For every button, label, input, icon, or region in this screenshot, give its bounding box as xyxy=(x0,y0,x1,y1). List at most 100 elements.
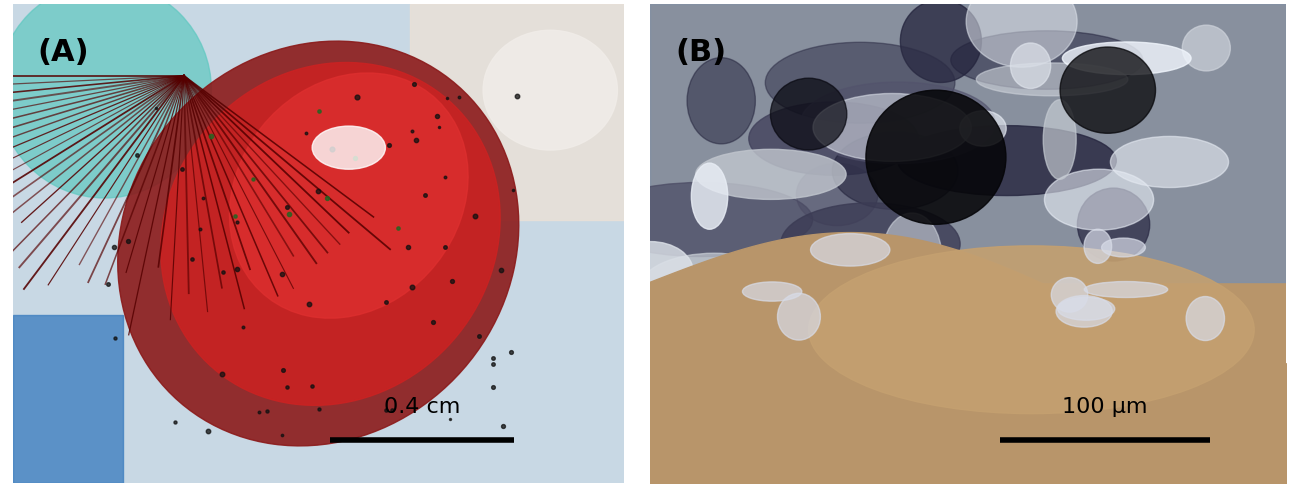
Point xyxy=(397,244,418,251)
Ellipse shape xyxy=(1044,170,1154,231)
Ellipse shape xyxy=(696,150,846,200)
Ellipse shape xyxy=(898,126,1116,196)
Ellipse shape xyxy=(778,294,821,341)
Point xyxy=(212,371,233,379)
Ellipse shape xyxy=(866,91,1005,225)
Point xyxy=(388,225,409,233)
Point xyxy=(492,423,513,430)
Point xyxy=(127,152,148,160)
Ellipse shape xyxy=(966,0,1077,68)
Point xyxy=(483,384,504,391)
Point xyxy=(404,81,425,88)
Point xyxy=(375,407,396,414)
Point xyxy=(243,175,264,183)
Ellipse shape xyxy=(811,234,890,266)
Point xyxy=(104,334,125,342)
Ellipse shape xyxy=(312,127,386,170)
Ellipse shape xyxy=(1060,48,1156,134)
Ellipse shape xyxy=(639,254,788,323)
Ellipse shape xyxy=(118,42,518,446)
Point xyxy=(296,130,317,138)
Point xyxy=(448,94,469,102)
Point xyxy=(308,188,329,196)
Point xyxy=(401,283,422,291)
Point xyxy=(322,145,343,153)
Point xyxy=(212,269,233,277)
Ellipse shape xyxy=(808,246,1254,414)
Ellipse shape xyxy=(1182,26,1230,72)
Point xyxy=(277,204,297,212)
Ellipse shape xyxy=(781,203,960,285)
Point xyxy=(483,355,504,363)
Bar xyxy=(13,316,123,483)
Ellipse shape xyxy=(796,164,878,226)
Ellipse shape xyxy=(1063,43,1191,76)
Point xyxy=(299,300,320,308)
Point xyxy=(507,92,527,100)
Point xyxy=(201,133,222,141)
Point xyxy=(464,213,485,221)
Text: (B): (B) xyxy=(675,39,726,67)
Ellipse shape xyxy=(748,103,918,176)
Point xyxy=(225,212,246,220)
Point xyxy=(257,408,278,416)
Point xyxy=(308,108,329,116)
Ellipse shape xyxy=(687,59,755,144)
Ellipse shape xyxy=(900,0,982,83)
Ellipse shape xyxy=(0,0,212,199)
Point xyxy=(422,319,443,326)
Point xyxy=(344,155,365,163)
Ellipse shape xyxy=(230,74,468,319)
Ellipse shape xyxy=(743,283,801,302)
Ellipse shape xyxy=(1085,282,1168,298)
Point xyxy=(190,225,210,233)
Ellipse shape xyxy=(483,31,617,151)
Ellipse shape xyxy=(1102,239,1146,257)
Ellipse shape xyxy=(1186,297,1225,341)
Ellipse shape xyxy=(951,32,1143,90)
Point xyxy=(165,419,186,427)
Point xyxy=(500,349,521,357)
Point xyxy=(503,186,523,194)
Point xyxy=(271,431,292,439)
Point xyxy=(439,415,460,423)
Point xyxy=(273,366,294,374)
Point xyxy=(248,408,269,416)
Point xyxy=(317,195,338,203)
Ellipse shape xyxy=(590,183,813,257)
Ellipse shape xyxy=(608,242,694,302)
Point xyxy=(182,255,203,263)
Point xyxy=(226,265,247,273)
Ellipse shape xyxy=(161,63,500,406)
Ellipse shape xyxy=(977,64,1128,97)
Ellipse shape xyxy=(1051,278,1087,312)
Text: 0.4 cm: 0.4 cm xyxy=(385,396,460,416)
Ellipse shape xyxy=(813,94,972,162)
Point xyxy=(435,244,456,252)
Point xyxy=(414,191,435,199)
Ellipse shape xyxy=(1111,137,1229,188)
Ellipse shape xyxy=(800,83,995,164)
Point xyxy=(233,324,253,331)
Text: (A): (A) xyxy=(38,39,90,67)
Ellipse shape xyxy=(833,133,959,210)
Ellipse shape xyxy=(765,43,955,124)
Point xyxy=(378,142,399,149)
Point xyxy=(226,219,247,226)
Ellipse shape xyxy=(1011,44,1051,89)
Point xyxy=(490,267,511,275)
Polygon shape xyxy=(409,5,624,220)
Ellipse shape xyxy=(882,214,942,299)
Point xyxy=(145,105,166,113)
Point xyxy=(427,113,448,121)
Point xyxy=(469,332,490,340)
Point xyxy=(429,124,449,132)
Ellipse shape xyxy=(1043,101,1076,180)
Point xyxy=(104,243,125,251)
Point xyxy=(405,137,426,144)
Bar xyxy=(650,5,1286,282)
Ellipse shape xyxy=(1077,189,1150,262)
Point xyxy=(277,383,297,391)
Point xyxy=(308,406,329,413)
Ellipse shape xyxy=(691,164,727,230)
